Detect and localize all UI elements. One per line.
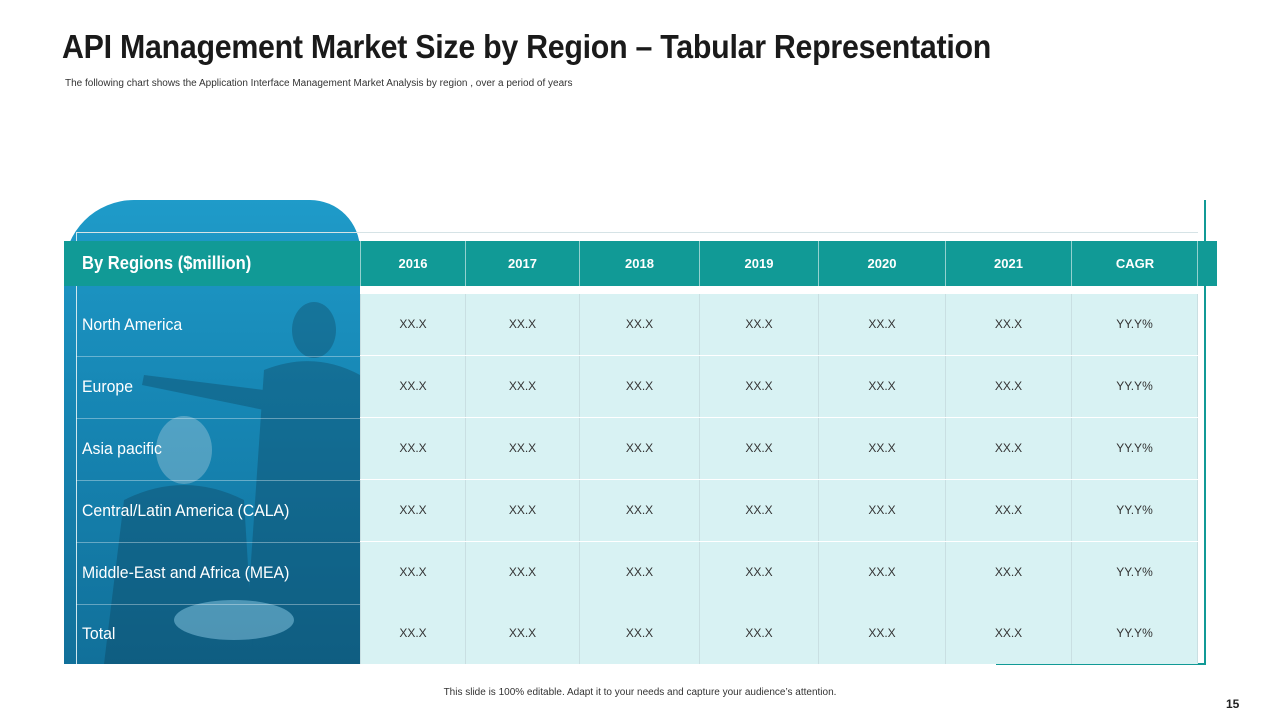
region-label: Asia pacific bbox=[82, 439, 162, 458]
header-2021: 2021 bbox=[994, 256, 1023, 271]
cagr-cell: YY.Y% bbox=[1072, 480, 1198, 541]
value-cell: XX.X bbox=[946, 480, 1072, 541]
accent-bar-right bbox=[1204, 200, 1206, 664]
region-label: North America bbox=[82, 315, 183, 334]
value-cell: XX.X bbox=[466, 356, 580, 417]
header-divider bbox=[360, 241, 361, 286]
value-cell: XX.X bbox=[360, 480, 466, 541]
table-frame-left bbox=[76, 232, 77, 664]
region-label: Central/Latin America (CALA) bbox=[82, 501, 290, 520]
header-2017: 2017 bbox=[508, 256, 537, 271]
header-cagr: CAGR bbox=[1115, 256, 1155, 271]
value-cell: XX.X bbox=[360, 542, 466, 603]
table-row: Total XX.X XX.X XX.X XX.X XX.X XX.X YY.Y… bbox=[76, 603, 1198, 665]
header-divider bbox=[818, 241, 819, 286]
value-cell: XX.X bbox=[946, 356, 1072, 417]
value-cell: XX.X bbox=[580, 480, 700, 541]
header-divider bbox=[1197, 241, 1198, 286]
header-2019: 2019 bbox=[744, 256, 774, 271]
value-cell: XX.X bbox=[580, 418, 700, 479]
value-cell: XX.X bbox=[700, 603, 819, 664]
value-cell: XX.X bbox=[700, 356, 819, 417]
header-divider bbox=[579, 241, 580, 286]
header-divider bbox=[945, 241, 946, 286]
table-row: Central/Latin America (CALA) XX.X XX.X X… bbox=[76, 480, 1198, 543]
cagr-cell: YY.Y% bbox=[1072, 294, 1198, 355]
header-2016: 2016 bbox=[398, 256, 428, 271]
header-2020: 2020 bbox=[867, 256, 897, 271]
cagr-cell: YY.Y% bbox=[1072, 603, 1198, 664]
region-label: Total bbox=[82, 624, 116, 643]
value-cell: XX.X bbox=[466, 294, 580, 355]
value-cell: XX.X bbox=[466, 542, 580, 603]
accent-bar-bottom bbox=[996, 663, 1206, 665]
value-cell: XX.X bbox=[819, 356, 946, 417]
value-cell: XX.X bbox=[946, 294, 1072, 355]
value-cell: XX.X bbox=[580, 542, 700, 603]
table-row: North America XX.X XX.X XX.X XX.X XX.X X… bbox=[76, 294, 1198, 357]
region-label: Middle-East and Africa (MEA) bbox=[82, 563, 290, 582]
header-region-label: By Regions ($million) bbox=[82, 253, 252, 273]
value-cell: XX.X bbox=[819, 418, 946, 479]
value-cell: XX.X bbox=[700, 480, 819, 541]
value-cell: XX.X bbox=[466, 603, 580, 664]
table-row: Middle-East and Africa (MEA) XX.X XX.X X… bbox=[76, 542, 1198, 605]
value-cell: XX.X bbox=[700, 418, 819, 479]
value-cell: XX.X bbox=[466, 480, 580, 541]
value-cell: XX.X bbox=[580, 603, 700, 664]
table-header-row bbox=[64, 241, 1217, 286]
value-cell: XX.X bbox=[700, 294, 819, 355]
value-cell: XX.X bbox=[580, 294, 700, 355]
table-row: Asia pacific XX.X XX.X XX.X XX.X XX.X XX… bbox=[76, 418, 1198, 481]
value-cell: XX.X bbox=[360, 603, 466, 664]
value-cell: XX.X bbox=[819, 603, 946, 664]
value-cell: XX.X bbox=[819, 542, 946, 603]
table-frame-top bbox=[76, 232, 1198, 233]
value-cell: XX.X bbox=[360, 294, 466, 355]
cagr-cell: YY.Y% bbox=[1072, 542, 1198, 603]
presenter-silhouette-icon bbox=[104, 302, 360, 664]
table-row: Europe XX.X XX.X XX.X XX.X XX.X XX.X YY.… bbox=[76, 356, 1198, 419]
value-cell: XX.X bbox=[360, 418, 466, 479]
cagr-cell: YY.Y% bbox=[1072, 356, 1198, 417]
value-cell: XX.X bbox=[819, 480, 946, 541]
value-cell: XX.X bbox=[466, 418, 580, 479]
value-cell: XX.X bbox=[946, 603, 1072, 664]
header-divider bbox=[1071, 241, 1072, 286]
footer-note: This slide is 100% editable. Adapt it to… bbox=[443, 687, 837, 698]
slide-title: API Management Market Size by Region – T… bbox=[62, 28, 992, 65]
cagr-cell: YY.Y% bbox=[1072, 418, 1198, 479]
page-number: 15 bbox=[1226, 697, 1240, 711]
header-divider bbox=[699, 241, 700, 286]
value-cell: XX.X bbox=[819, 294, 946, 355]
header-2018: 2018 bbox=[625, 256, 654, 271]
value-cell: XX.X bbox=[700, 542, 819, 603]
value-cell: XX.X bbox=[946, 542, 1072, 603]
header-divider bbox=[465, 241, 466, 286]
slide-subtitle: The following chart shows the Applicatio… bbox=[65, 78, 573, 89]
region-label: Europe bbox=[82, 377, 133, 396]
value-cell: XX.X bbox=[946, 418, 1072, 479]
value-cell: XX.X bbox=[360, 356, 466, 417]
value-cell: XX.X bbox=[580, 356, 700, 417]
